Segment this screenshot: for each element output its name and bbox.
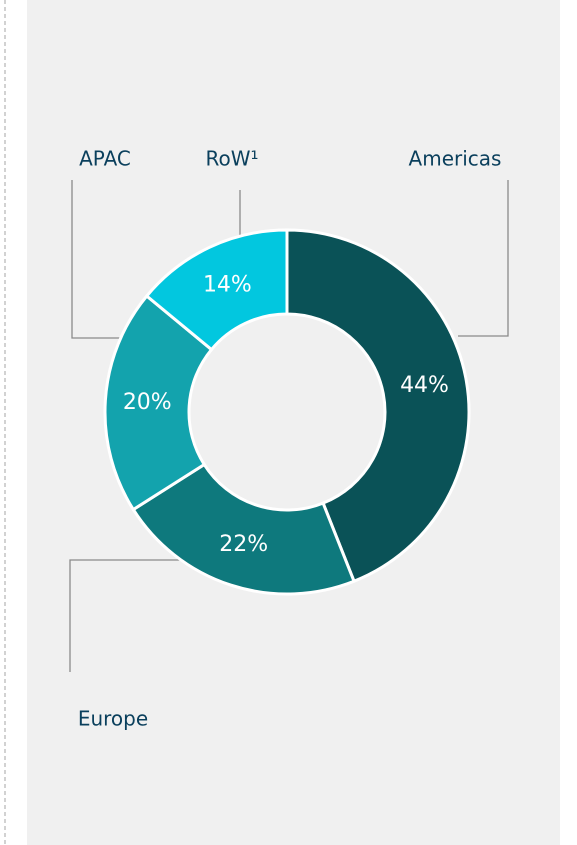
donut-segment: [144, 228, 289, 352]
donut-segment: [103, 293, 214, 512]
leader-line: [69, 559, 180, 672]
category-label: APAC: [79, 147, 131, 171]
value-label: 44%: [400, 373, 449, 398]
leader-line: [71, 180, 122, 339]
category-label: Europe: [78, 707, 148, 731]
value-label: 20%: [123, 390, 172, 415]
category-label: Americas: [409, 147, 502, 171]
donut-segment: [285, 228, 471, 584]
category-label: RoW¹: [205, 147, 258, 171]
leader-line: [458, 180, 509, 337]
value-label: 14%: [203, 272, 252, 297]
value-label: 22%: [219, 532, 268, 557]
donut-segment: [131, 462, 356, 596]
